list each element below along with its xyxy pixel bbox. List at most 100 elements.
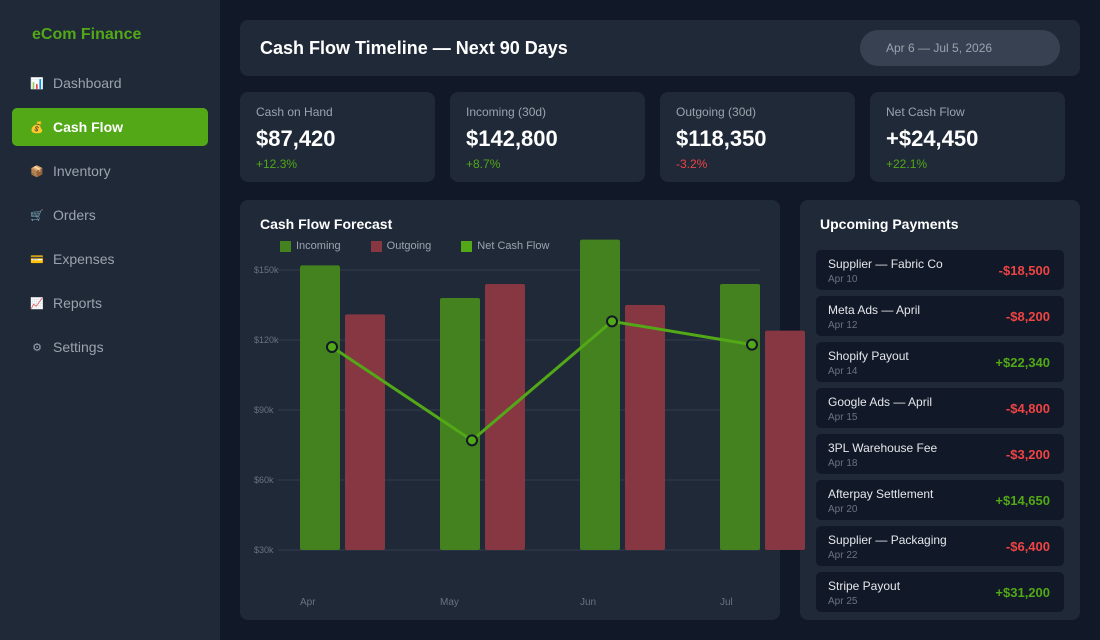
sidebar-item-expenses[interactable]: 💳 Expenses [12,240,208,278]
net-cash-flow-point [746,338,758,351]
bar-incoming [300,265,340,550]
payment-date: Apr 10 [828,274,858,285]
payment-name: Afterpay Settlement [828,487,934,501]
bar-outgoing [625,305,665,550]
payment-item[interactable]: Meta Ads — April Apr 12 -$8,200 [816,296,1064,336]
payment-name: Stripe Payout [828,579,901,593]
payment-amount: +$31,200 [995,585,1050,600]
legend-swatch [370,240,382,252]
sidebar-item-inventory[interactable]: 📦 Inventory [12,152,208,190]
settings-icon: ⚙ [32,341,42,354]
payment-name: Shopify Payout [828,349,909,363]
payment-item[interactable]: Shopify Payout Apr 14 +$22,340 [816,342,1064,382]
legend-outgoing: Outgoing [370,240,432,252]
kpi-change: +22.1% [886,157,928,171]
cash-flow-forecast-chart: $30k $60k $90k $120k $150k Apr May Jun Jul Cash … [240,200,805,620]
sidebar-item-label: Expenses [53,251,115,267]
y-tick-label: $60k [254,475,274,485]
legend-label: Outgoing [386,240,432,252]
sidebar-item-reports[interactable]: 📈 Reports [12,284,208,322]
payment-date: Apr 15 [828,412,858,423]
kpi-label: Cash on Hand [256,105,333,119]
chart-title: Cash Flow Forecast [260,216,393,232]
sidebar-item-label: Inventory [53,163,111,179]
kpi-card: Cash on Hand $87,420 +12.3% [240,92,435,182]
kpi-change: -3.2% [676,157,708,171]
payment-amount: -$18,500 [998,263,1050,278]
sidebar-item-label: Reports [53,295,103,311]
legend-incoming: Incoming [280,240,341,252]
x-tick-label: Apr [300,597,316,608]
payment-date: Apr 20 [828,504,858,515]
payment-amount: +$14,650 [995,493,1050,508]
legend-label: Incoming [296,240,341,252]
bar-outgoing [485,284,525,550]
sidebar-item-label: Orders [53,207,96,223]
kpi-label: Outgoing (30d) [676,105,757,119]
x-tick-label: May [440,597,459,608]
legend-swatch [461,240,473,252]
legend-swatch [280,240,291,252]
kpi-value: $118,350 [676,126,767,151]
bar-outgoing [765,330,805,550]
payment-date: Apr 25 [828,596,858,607]
payment-name: Supplier — Fabric Co [828,257,943,271]
payment-item[interactable]: Afterpay Settlement Apr 20 +$14,650 [816,480,1064,520]
upcoming-payments-panel: Upcoming Payments Supplier — Fabric Co Ap… [800,200,1080,620]
sidebar-item-label: Dashboard [53,75,122,91]
kpi-change: +8.7% [466,157,501,171]
payment-amount: -$4,800 [1005,401,1050,416]
date-range-picker[interactable]: Apr 6 — Jul 5, 2026 [860,30,1060,66]
kpi-card: Net Cash Flow +$24,450 +22.1% [870,92,1065,182]
sidebar-item-label: Cash Flow [53,119,124,135]
payment-amount: -$3,200 [1005,447,1050,462]
kpi-label: Incoming (30d) [466,105,547,119]
reports-icon: 📈 [30,297,44,310]
sidebar-item-cash-flow[interactable]: 💰 Cash Flow [12,108,208,146]
brand-logo: eCom Finance [32,26,142,43]
payment-name: Meta Ads — April [828,303,921,317]
payment-item[interactable]: Stripe Payout Apr 25 +$31,200 [816,572,1064,612]
x-tick-label: Jun [580,597,596,608]
bar-incoming [440,298,480,550]
y-tick-label: $90k [254,405,274,415]
payment-name: Google Ads — April [828,395,933,409]
kpi-label: Net Cash Flow [886,105,965,119]
bar-incoming [720,284,760,550]
sidebar-item-settings[interactable]: ⚙ Settings [12,328,208,366]
net-cash-flow-point [466,434,478,447]
payment-item[interactable]: Google Ads — April Apr 15 -$4,800 [816,388,1064,428]
payment-amount: -$8,200 [1005,309,1050,324]
sidebar: eCom Finance 📊 Dashboard 💰 Cash Flow 📦 Invent… [0,0,220,640]
y-tick-label: $30k [254,545,274,555]
kpi-value: $87,420 [256,126,336,151]
cash-flow-icon: 💰 [30,121,44,134]
payment-date: Apr 14 [828,366,858,377]
expenses-icon: 💳 [30,253,44,266]
inventory-icon: 📦 [30,165,44,178]
page-header: Cash Flow Timeline — Next 90 Days Apr 6 … [240,20,1080,76]
net-cash-flow-point [326,341,338,353]
payments-title: Upcoming Payments [820,216,959,232]
kpi-value: +$24,450 [886,126,979,151]
sidebar-item-orders[interactable]: 🛒 Orders [12,196,208,234]
payment-date: Apr 18 [828,458,858,469]
payment-date: Apr 22 [828,550,858,561]
payment-item[interactable]: Supplier — Fabric Co Apr 10 -$18,500 [816,250,1064,290]
payment-amount: -$6,400 [1005,539,1050,554]
chart-plot: $30k $60k $90k $120k $150k Apr May Jun Jul [254,239,805,608]
payment-amount: +$22,340 [995,355,1050,370]
bar-incoming [580,239,620,550]
kpi-value: $142,800 [466,126,558,151]
orders-icon: 🛒 [30,209,44,222]
payment-item[interactable]: Supplier — Packaging Apr 22 -$6,400 [816,526,1064,566]
sidebar-item-dashboard[interactable]: 📊 Dashboard [12,64,208,102]
y-tick-label: $120k [254,335,279,345]
kpi-card: Incoming (30d) $142,800 +8.7% [450,92,645,182]
sidebar-item-label: Settings [53,339,104,355]
kpi-change: +12.3% [256,157,298,171]
payment-item[interactable]: 3PL Warehouse Fee Apr 18 -$3,200 [816,434,1064,474]
x-tick-label: Jul [720,597,733,608]
dashboard-icon: 📊 [30,77,44,90]
net-cash-flow-line [331,319,753,443]
